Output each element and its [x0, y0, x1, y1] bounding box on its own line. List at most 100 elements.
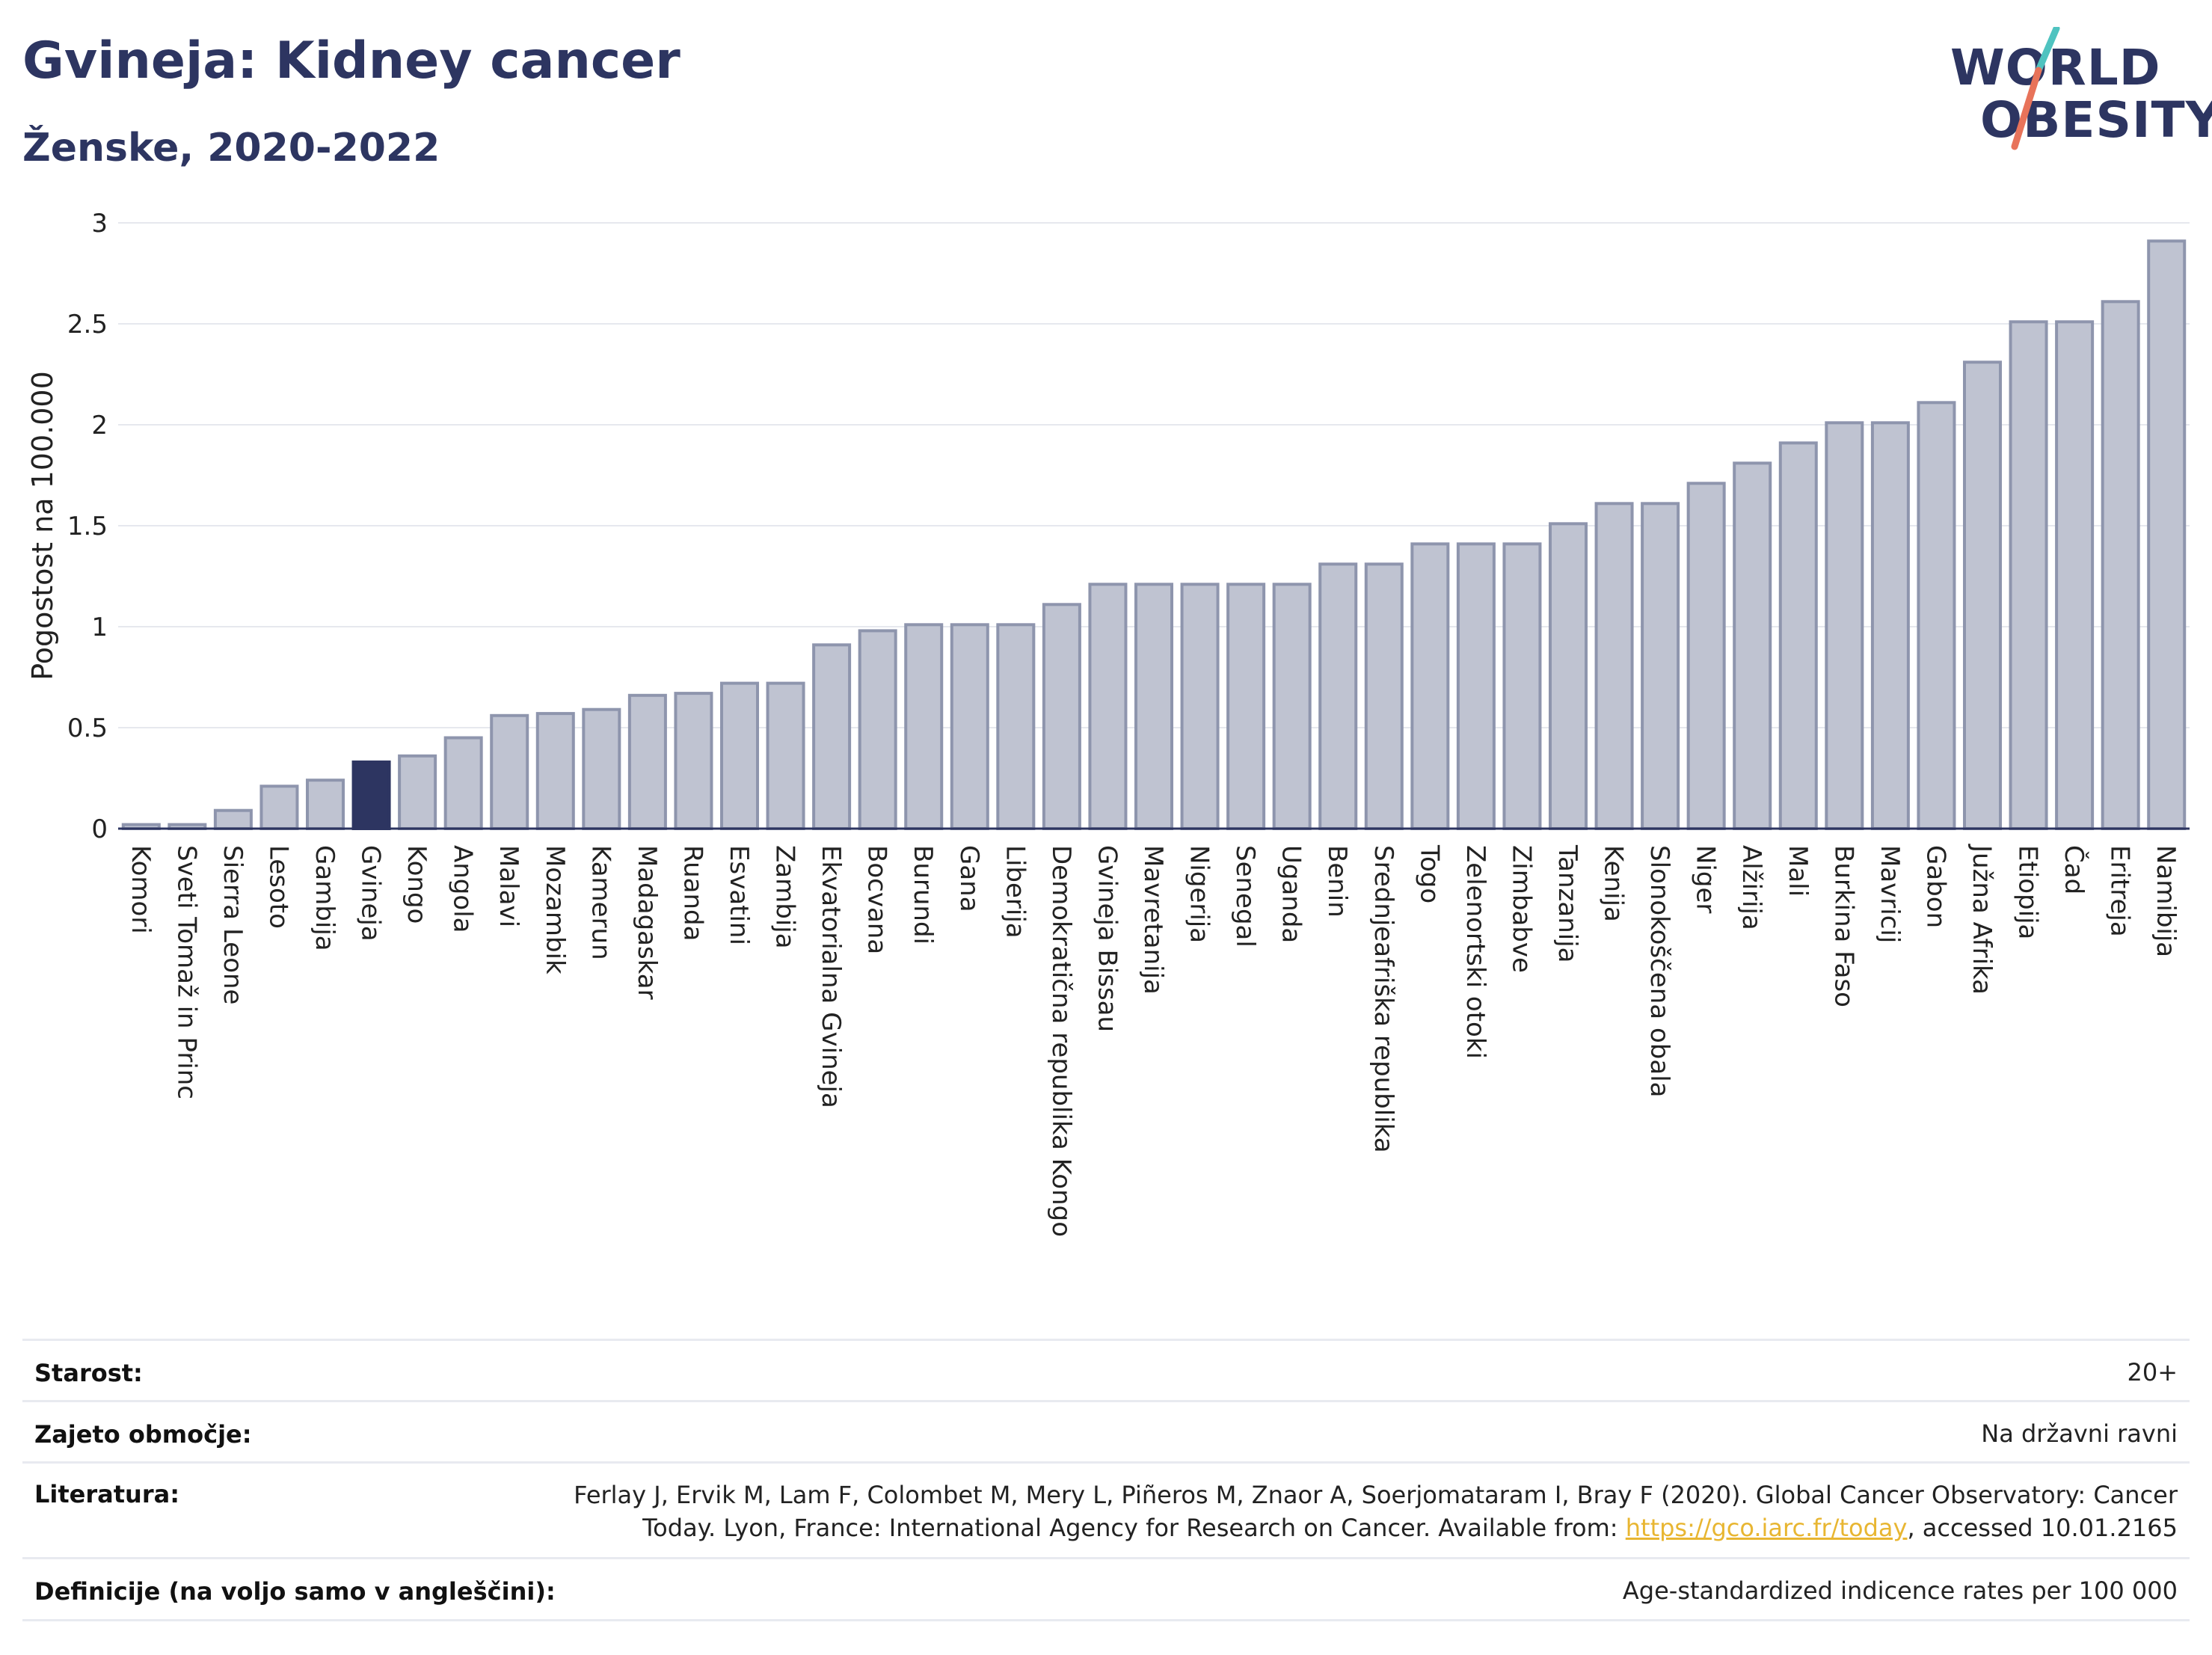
- x-tick-label: Gambija: [310, 845, 340, 951]
- x-tick-label: Angola: [448, 845, 478, 933]
- reference-line-1: Ferlay J, Ervik M, Lam F, Colombet M, Me…: [574, 1481, 2178, 1509]
- meta-value: Ferlay J, Ervik M, Lam F, Colombet M, Me…: [574, 1479, 2178, 1544]
- x-tick-label: Tanzanija: [1552, 844, 1582, 962]
- x-tick-label: Togo: [1414, 844, 1444, 903]
- bar: [627, 693, 667, 830]
- bar: [858, 629, 897, 831]
- x-tick-label: Demokratična republika Kongo: [1046, 845, 1076, 1237]
- bar: [305, 779, 345, 830]
- x-tick-label: Sveti Tomaž in Princ: [171, 845, 201, 1099]
- meta-value: Na državni ravni: [1981, 1419, 2178, 1448]
- meta-value: Age-standardized indicence rates per 100…: [1622, 1576, 2178, 1605]
- x-tick-label: Gvineja Bissau: [1092, 845, 1122, 1032]
- bar: [996, 623, 1036, 830]
- x-tick-label: Etiopija: [2013, 845, 2043, 939]
- x-tick-label: Kamerun: [586, 845, 615, 960]
- bar: [259, 784, 299, 831]
- x-tick-label: Esvatini: [724, 845, 754, 945]
- bar: [1410, 542, 1450, 830]
- meta-row-age: Starost: 20+: [22, 1339, 2190, 1401]
- bar: [535, 712, 575, 830]
- x-tick-label: Južna Afrika: [1967, 844, 1997, 995]
- meta-row-coverage: Zajeto območje: Na državni ravni: [22, 1400, 2190, 1462]
- reference-text: Today. Lyon, France: International Agenc…: [642, 1514, 1626, 1542]
- bar: [1272, 583, 1312, 830]
- x-tick-label: Bocvana: [862, 845, 892, 954]
- reference-line-2: Today. Lyon, France: International Agenc…: [574, 1511, 2178, 1544]
- bar: [812, 643, 852, 830]
- meta-label: Literatura:: [34, 1480, 179, 1508]
- x-tick-label: Mavricij: [1875, 845, 1905, 943]
- meta-label: Zajeto območje:: [34, 1420, 252, 1449]
- x-tick-label: Zelenortski otoki: [1460, 845, 1490, 1059]
- x-tick-label: Benin: [1322, 845, 1352, 918]
- x-tick-label: Srednjeafriška republika: [1368, 845, 1398, 1153]
- x-tick-label: Mozambik: [540, 845, 570, 974]
- meta-row-definitions: Definicije (na voljo samo v angleščini):…: [22, 1557, 2190, 1621]
- bar: [1917, 401, 1956, 830]
- x-tick-label: Kongo: [402, 845, 431, 924]
- y-tick-label: 1.5: [67, 512, 108, 541]
- logo-slash-icon: [2011, 27, 2060, 150]
- bar: [1641, 502, 1680, 830]
- y-axis-label: Pogostost na 100.000: [26, 371, 59, 681]
- bar: [719, 681, 760, 830]
- x-tick-label: Čad: [2059, 845, 2089, 894]
- x-tick-label: Ekvatorialna Gvineja: [816, 845, 846, 1108]
- x-tick-label: Lesoto: [263, 845, 293, 929]
- bar: [1870, 421, 1910, 830]
- y-tick-label: 0: [91, 814, 108, 844]
- logo-word-world: WORLD: [1950, 39, 2161, 96]
- bar: [1548, 522, 1588, 830]
- meta-label: Definicije (na voljo samo v angleščini):: [34, 1577, 556, 1606]
- x-tick-label: Senegal: [1230, 845, 1260, 948]
- x-tick-label: Alžirija: [1736, 845, 1766, 930]
- bar: [1502, 542, 1542, 830]
- x-tick-label: Niger: [1691, 845, 1721, 913]
- y-tick-label: 2.5: [67, 310, 108, 340]
- bar: [1594, 502, 1634, 830]
- bar: [674, 692, 713, 830]
- meta-row-references: Literatura: Ferlay J, Ervik M, Lam F, Co…: [22, 1461, 2190, 1558]
- bar: [2055, 320, 2095, 830]
- x-tick-label: Madagaskar: [632, 845, 662, 1000]
- x-tick-label: Sierra Leone: [218, 845, 248, 1004]
- bar: [766, 681, 805, 830]
- x-tick-label: Gana: [954, 845, 984, 912]
- bar: [582, 707, 621, 831]
- x-tick-label: Komori: [126, 845, 156, 934]
- meta-label: Starost:: [34, 1359, 143, 1387]
- chart-title: Gvineja: Kidney cancer: [22, 31, 681, 90]
- y-tick-label: 2: [91, 411, 108, 440]
- bar: [1686, 482, 1726, 830]
- bar: [1364, 562, 1404, 830]
- bar: [398, 754, 437, 830]
- bar: [904, 623, 944, 830]
- x-tick-label: Kenija: [1599, 845, 1629, 922]
- x-tick-label: Eritreja: [2105, 845, 2135, 937]
- x-tick-label: Gvineja: [356, 845, 386, 942]
- x-tick-label: Namibija: [2151, 845, 2181, 957]
- y-tick-label: 0.5: [67, 713, 108, 743]
- x-tick-label: Zimbabve: [1506, 845, 1536, 973]
- y-tick-label: 1: [91, 612, 108, 642]
- bar: [1962, 360, 2003, 830]
- x-tick-label: Malavi: [494, 845, 523, 927]
- reference-link[interactable]: https://gco.iarc.fr/today: [1625, 1514, 1908, 1542]
- bar: [1456, 542, 1496, 830]
- bar: [1226, 583, 1266, 830]
- bar: [950, 623, 989, 830]
- bar: [1042, 603, 1081, 830]
- y-tick-label: 3: [91, 209, 108, 239]
- bar: [443, 736, 483, 830]
- bar: [2009, 320, 2048, 830]
- bar: [1778, 441, 1818, 830]
- world-obesity-logo: WORLD OBESITY: [1950, 27, 2212, 162]
- x-tick-label: Zambija: [770, 845, 800, 949]
- bar: [2101, 300, 2140, 830]
- bar: [1134, 583, 1174, 830]
- bar: [1318, 562, 1358, 830]
- bar: [1180, 583, 1220, 830]
- x-tick-label: Ruanda: [678, 845, 707, 941]
- x-tick-label: Burundi: [908, 845, 938, 945]
